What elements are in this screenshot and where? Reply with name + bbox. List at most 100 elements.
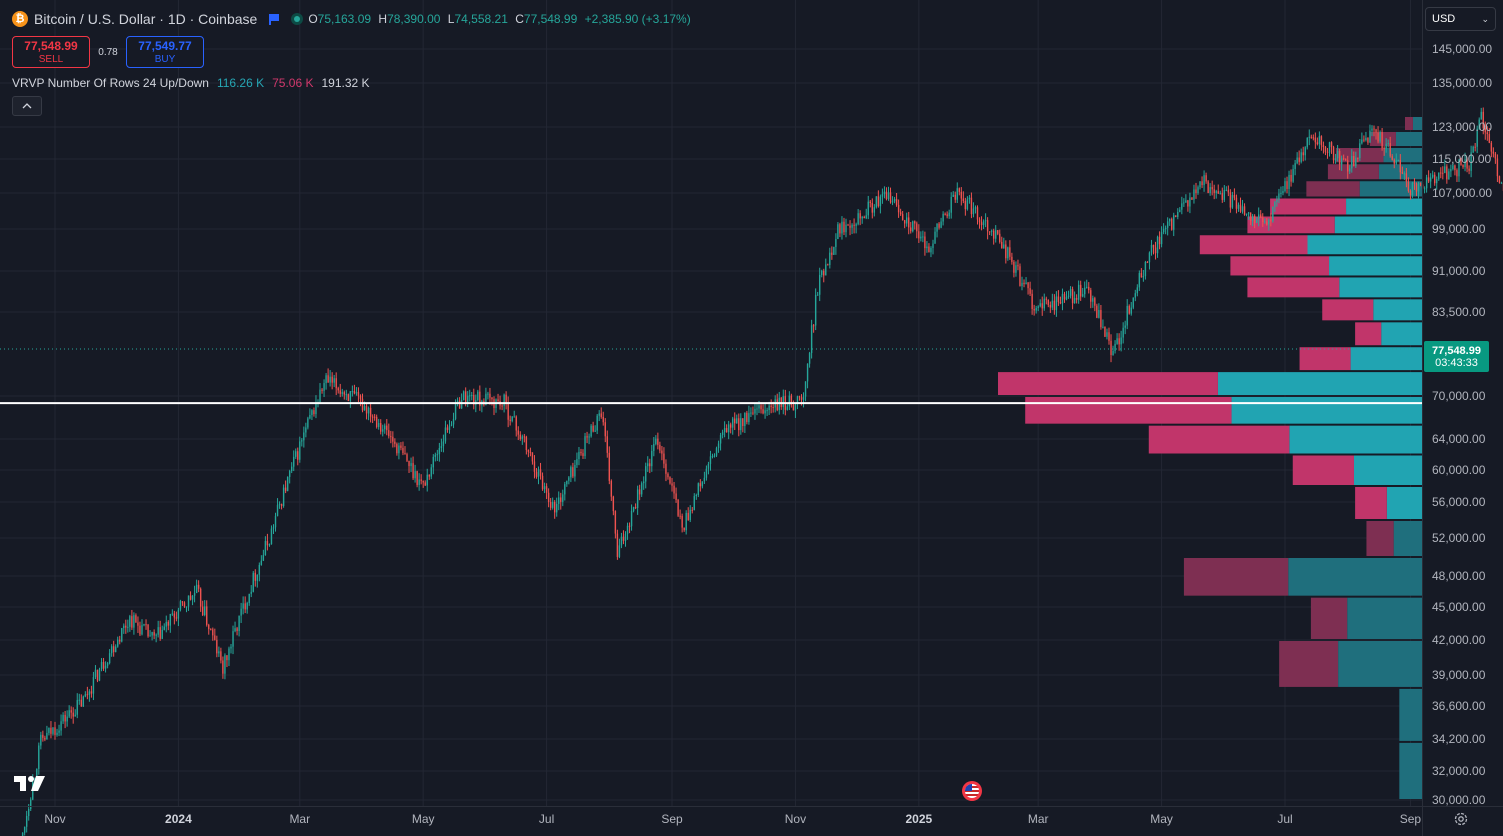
candle-body — [1411, 182, 1414, 196]
candle-body — [426, 474, 428, 486]
candle-body — [315, 402, 317, 415]
market-status-icon[interactable] — [291, 13, 304, 25]
candle-body — [1211, 187, 1213, 190]
candle-body — [268, 544, 271, 546]
candle-body — [1185, 200, 1187, 203]
candle-body — [1249, 212, 1252, 221]
us-flag-event-icon[interactable] — [962, 781, 982, 801]
buy-button[interactable]: 77,549.77 BUY — [126, 36, 204, 68]
candle-body — [339, 390, 341, 394]
currency-select[interactable]: USD ⌄ — [1425, 7, 1496, 31]
candle-body — [669, 477, 671, 484]
candle-body — [297, 451, 299, 460]
flag-icon[interactable] — [269, 13, 280, 25]
candle-body — [1304, 147, 1306, 156]
candle-body — [736, 418, 738, 424]
candle-body — [1160, 232, 1163, 245]
candle-body — [1079, 284, 1082, 297]
candle-body — [191, 595, 194, 600]
candle-body — [558, 497, 560, 504]
candle-body — [363, 406, 366, 411]
candle-body — [1389, 143, 1391, 157]
candle-body — [796, 396, 799, 405]
vp-down-bar — [1299, 347, 1351, 371]
candle-body — [819, 274, 821, 295]
candle-body — [831, 252, 833, 255]
candle-body — [845, 224, 847, 233]
candle-body — [988, 231, 991, 233]
candle-body — [910, 227, 912, 232]
candle-body — [643, 481, 645, 484]
candle-body — [539, 469, 542, 476]
candle-body — [398, 445, 400, 454]
candle-body — [1027, 282, 1029, 289]
candle-body — [335, 378, 337, 389]
candle-body — [1253, 215, 1256, 223]
candle-body — [1300, 152, 1302, 162]
candle-body — [1486, 132, 1489, 135]
candle-body — [90, 691, 93, 694]
gear-icon[interactable] — [1453, 811, 1469, 827]
candle-body — [62, 714, 64, 722]
candle-body — [1128, 305, 1130, 314]
candle-body — [986, 220, 989, 232]
candle-body — [1446, 166, 1448, 180]
candle-body — [719, 435, 722, 444]
vp-down-bar — [1366, 521, 1394, 556]
candle-body — [1051, 300, 1054, 308]
candle-body — [110, 646, 113, 654]
candle-body — [258, 564, 261, 575]
candle-body — [1031, 293, 1033, 310]
candle-body — [1310, 136, 1312, 138]
candle-body — [1035, 308, 1037, 311]
vp-down-bar — [1199, 235, 1308, 255]
vrvp-legend[interactable]: VRVP Number Of Rows 24 Up/Down 116.26 K … — [12, 76, 691, 90]
collapse-legend-button[interactable] — [12, 96, 42, 116]
candle-body — [137, 622, 139, 626]
candle-body — [1130, 307, 1132, 314]
candle-body — [1328, 142, 1331, 153]
symbol-title[interactable]: Bitcoin / U.S. Dollar · 1D · Coinbase — [34, 11, 258, 27]
candle-body — [252, 572, 254, 592]
candle-body — [701, 481, 704, 487]
candle-body — [1122, 327, 1124, 338]
candle-body — [1438, 172, 1440, 180]
candle-body — [489, 393, 491, 398]
candle-body — [204, 606, 206, 615]
candle-body — [782, 396, 784, 408]
sell-button[interactable]: 77,548.99 SELL — [12, 36, 90, 68]
candle-body — [165, 621, 167, 627]
candle-body — [964, 201, 967, 210]
candle-body — [1498, 176, 1501, 183]
tradingview-logo-icon[interactable] — [14, 774, 46, 795]
candle-body — [1367, 137, 1369, 143]
candle-body — [837, 224, 839, 240]
candle-body — [1270, 219, 1272, 222]
candle-body — [288, 471, 291, 477]
y-tick-label: 48,000.00 — [1432, 569, 1486, 583]
candle-body — [254, 572, 256, 581]
candle-body — [323, 383, 325, 391]
candle-body — [997, 230, 999, 234]
candle-body — [533, 461, 536, 472]
candle-body — [1365, 137, 1367, 141]
candle-body — [740, 418, 742, 431]
candle-body — [214, 635, 216, 640]
candle-body — [954, 194, 956, 200]
candle-body — [78, 699, 80, 701]
candle-body — [1482, 111, 1484, 128]
candle-body — [367, 407, 370, 414]
candle-body — [50, 727, 52, 734]
candle-body — [212, 629, 214, 636]
candle-body — [938, 223, 940, 228]
bar-countdown: 03:43:33 — [1435, 356, 1478, 369]
candle-body — [922, 236, 924, 238]
candle-body — [1425, 177, 1428, 189]
candle-body — [155, 634, 157, 636]
candle-body — [968, 197, 971, 200]
candle-body — [1286, 181, 1288, 189]
vp-up-bar — [1399, 742, 1422, 799]
candle-body — [547, 492, 550, 502]
candle-body — [982, 221, 985, 226]
